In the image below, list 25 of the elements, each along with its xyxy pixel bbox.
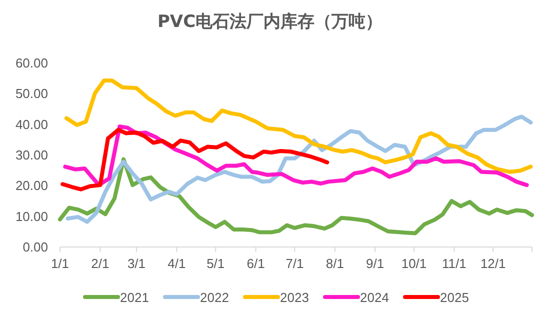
legend-label: 2024 <box>360 290 389 305</box>
x-tick-label: 10/1 <box>401 256 427 271</box>
x-tick-label: 12/1 <box>480 256 506 271</box>
legend-label: 2023 <box>280 290 309 305</box>
legend-label: 2022 <box>200 290 229 305</box>
y-tick-label: 0.00 <box>22 240 48 254</box>
x-tick-label: 9/1 <box>366 256 384 271</box>
x-tick-label: 6/1 <box>246 256 265 271</box>
x-tick-label: 4/1 <box>168 256 186 271</box>
y-tick-label: 10.00 <box>15 208 48 224</box>
x-tick-label: 2/1 <box>91 256 110 271</box>
x-tick-label: 7/1 <box>286 256 304 271</box>
x-tick-label: 1/1 <box>50 256 70 271</box>
x-tick-label: 11/1 <box>442 256 466 271</box>
y-tick-label: 60.00 <box>15 56 48 70</box>
y-tick-label: 50.00 <box>15 86 48 102</box>
chart-title: PVC电石法厂内库存（万吨） <box>157 12 383 32</box>
x-tick-label: 3/1 <box>127 256 146 271</box>
x-tick-label: 8/1 <box>326 256 344 271</box>
x-tick-label: 5/1 <box>206 256 225 271</box>
y-tick-label: 20.00 <box>15 178 48 194</box>
legend-label: 2021 <box>120 290 149 305</box>
y-tick-label: 30.00 <box>15 148 48 162</box>
legend-label: 2025 <box>440 290 469 305</box>
y-tick-label: 40.00 <box>15 116 48 132</box>
